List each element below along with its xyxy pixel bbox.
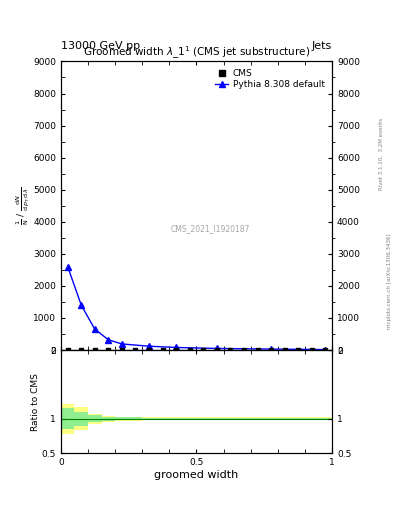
Y-axis label: $\frac{1}{\mathrm{N}}$ / $\frac{\mathrm{d}N}{\mathrm{d}\,p_T\,\mathrm{d}\,\lambd: $\frac{1}{\mathrm{N}}$ / $\frac{\mathrm{…	[14, 186, 32, 225]
Text: 13000 GeV pp: 13000 GeV pp	[61, 41, 140, 51]
X-axis label: groomed width: groomed width	[154, 470, 239, 480]
Text: Rivet 3.1.10,  3.2M events: Rivet 3.1.10, 3.2M events	[379, 118, 384, 189]
Y-axis label: Ratio to CMS: Ratio to CMS	[31, 373, 40, 431]
Text: CMS_2021_I1920187: CMS_2021_I1920187	[171, 224, 250, 233]
Text: Jets: Jets	[312, 41, 332, 51]
Title: Groomed width $\lambda$_1$^1$ (CMS jet substructure): Groomed width $\lambda$_1$^1$ (CMS jet s…	[83, 45, 310, 61]
Text: mcplots.cern.ch [arXiv:1306.3436]: mcplots.cern.ch [arXiv:1306.3436]	[387, 234, 391, 329]
Legend: CMS, Pythia 8.308 default: CMS, Pythia 8.308 default	[212, 66, 328, 92]
